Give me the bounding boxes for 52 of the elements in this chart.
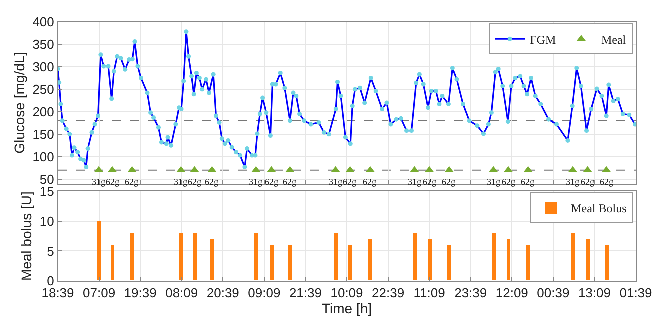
annotation: 62g bbox=[265, 177, 279, 187]
annotation: 62g bbox=[502, 177, 516, 187]
x-tick-label: 10:09 bbox=[330, 286, 364, 301]
legend-label: Meal bbox=[601, 32, 627, 47]
x-tick-label: 12:09 bbox=[496, 286, 528, 301]
y-axis-title: Glucose [mg/dL] bbox=[11, 52, 28, 154]
x-tick-label: 23:39 bbox=[454, 286, 488, 301]
x-tick-label: 22:39 bbox=[372, 286, 405, 301]
annotation: 62g bbox=[125, 177, 139, 187]
x-tick-label: 07:09 bbox=[83, 286, 116, 301]
annotation: 62g bbox=[205, 177, 219, 187]
x-tick-label: 13:09 bbox=[578, 286, 611, 301]
y-tick-label: 10 bbox=[40, 214, 54, 229]
annotation: 62g bbox=[363, 177, 377, 187]
x-tick-label: 00:39 bbox=[537, 286, 570, 301]
x-tick-label: 08:09 bbox=[166, 286, 198, 301]
y-tick-label: 200 bbox=[32, 104, 54, 120]
annotation: 62g bbox=[188, 177, 202, 187]
x-axis-title: Time [h] bbox=[322, 300, 372, 317]
y-tick-label: 100 bbox=[32, 149, 54, 164]
x-tick-label: 11:09 bbox=[414, 286, 446, 301]
annotation: 31g bbox=[566, 177, 580, 187]
y-tick-label: 250 bbox=[32, 82, 54, 97]
legend-label: Meal Bolus bbox=[571, 202, 628, 216]
x-tick-label: 20:39 bbox=[206, 286, 240, 301]
annotation: 31g bbox=[408, 177, 422, 187]
annotation: 62g bbox=[600, 177, 614, 187]
y-tick-label: 400 bbox=[32, 14, 54, 30]
y-tick-label: 350 bbox=[32, 37, 54, 52]
y-axis-title: Meal bolus [U] bbox=[18, 192, 35, 282]
annotation: 62g bbox=[442, 177, 456, 187]
x-tick-label: 21:39 bbox=[289, 286, 322, 301]
annotation: 62g bbox=[423, 177, 437, 187]
annotation: 62g bbox=[521, 177, 535, 187]
annotation: 62g bbox=[343, 177, 357, 187]
x-tick-label: 09:09 bbox=[248, 286, 281, 301]
y-tick-label: 150 bbox=[32, 126, 54, 142]
x-tick-label: 19:39 bbox=[124, 286, 157, 301]
y-tick-label: 5 bbox=[47, 244, 54, 259]
y-tick-label: 300 bbox=[32, 60, 54, 75]
y-tick-label: 15 bbox=[40, 184, 54, 200]
legend-label: FGM bbox=[530, 32, 556, 47]
y-tick-label: 50 bbox=[40, 172, 54, 187]
annotation: 31g bbox=[329, 177, 343, 187]
x-tick-label: 01:39 bbox=[620, 286, 652, 301]
annotation: 62g bbox=[581, 177, 595, 187]
annotation: 31g bbox=[249, 177, 263, 187]
annotation: 31g bbox=[487, 177, 501, 187]
annotation: 62g bbox=[106, 177, 120, 187]
annotation: 62g bbox=[283, 177, 297, 187]
annotation: 31g bbox=[92, 177, 106, 187]
annotation: 31g bbox=[174, 177, 188, 187]
